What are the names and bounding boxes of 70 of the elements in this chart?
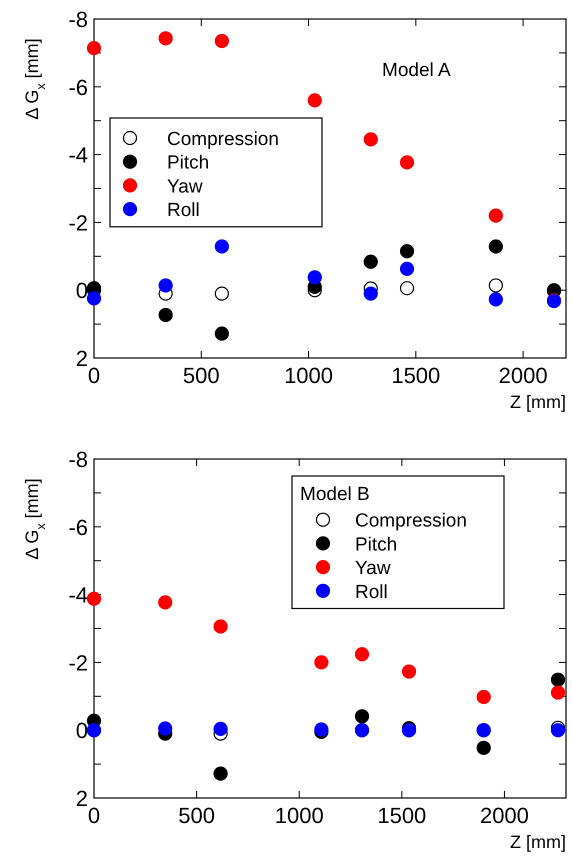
x-tick-label: 500 — [182, 363, 220, 388]
point — [214, 34, 229, 48]
y-tick-label: -8 — [68, 7, 88, 32]
x-tick-label: 1500 — [377, 803, 426, 828]
point — [400, 262, 414, 276]
point — [354, 709, 370, 724]
point — [158, 31, 173, 46]
point — [158, 595, 172, 610]
x-tick-label: 500 — [178, 803, 215, 828]
point — [400, 244, 414, 258]
x-tick-label: 1000 — [274, 803, 324, 828]
point — [214, 619, 228, 634]
point — [550, 672, 566, 687]
point — [158, 278, 173, 293]
point — [86, 592, 102, 606]
point — [476, 690, 491, 704]
point — [314, 722, 328, 737]
y-tick-label: 0 — [76, 278, 88, 304]
point — [488, 292, 503, 306]
point — [158, 721, 172, 736]
legend-label: Pitch — [355, 534, 398, 556]
point — [214, 766, 228, 781]
x-tick-label: 1000 — [284, 363, 334, 388]
point — [308, 270, 322, 284]
point — [488, 278, 503, 293]
point — [476, 740, 491, 755]
x-axis-title: Z [mm] — [510, 832, 566, 852]
point — [364, 132, 378, 146]
y-tick-label: -8 — [68, 447, 88, 472]
y-tick-label: -4 — [68, 582, 88, 608]
y-tick-label: -2 — [68, 210, 88, 236]
x-tick-label: 2000 — [480, 803, 529, 828]
legend-label: Roll — [167, 200, 200, 222]
y-tick-label: -6 — [68, 74, 88, 100]
point — [550, 723, 566, 738]
point — [364, 286, 378, 301]
y-tick-label: -4 — [68, 142, 88, 168]
point — [488, 208, 503, 223]
x-tick-label: 1500 — [391, 363, 440, 388]
x-tick-label: 2000 — [498, 363, 548, 388]
point — [214, 722, 228, 736]
point — [158, 308, 173, 322]
legend-label: Yaw — [167, 176, 203, 198]
point — [400, 155, 414, 170]
point — [364, 254, 378, 269]
y-tick-label: 2 — [76, 786, 88, 811]
y-tick-label: 2 — [76, 346, 88, 371]
y-tick-label: 0 — [76, 718, 88, 744]
legend-label: Pitch — [167, 152, 210, 174]
point — [402, 664, 416, 679]
y-tick-label: -6 — [68, 514, 88, 540]
point — [400, 281, 414, 296]
legend-label: Yaw — [355, 558, 391, 580]
legend-label: Compression — [167, 129, 279, 150]
legend-label: Compression — [355, 510, 467, 532]
annotation: Model A — [382, 60, 451, 81]
point — [214, 286, 229, 301]
point — [86, 41, 102, 56]
point — [488, 239, 503, 254]
y-tick-label: -2 — [68, 650, 88, 676]
legend-label: Roll — [355, 582, 388, 603]
point — [308, 93, 322, 108]
point — [354, 647, 370, 662]
point — [214, 239, 229, 254]
point — [550, 685, 566, 700]
legend-title: Model B — [300, 484, 370, 505]
x-axis-title: Z [mm] — [510, 392, 566, 412]
point — [86, 291, 102, 306]
point — [314, 655, 328, 670]
point — [214, 326, 229, 341]
